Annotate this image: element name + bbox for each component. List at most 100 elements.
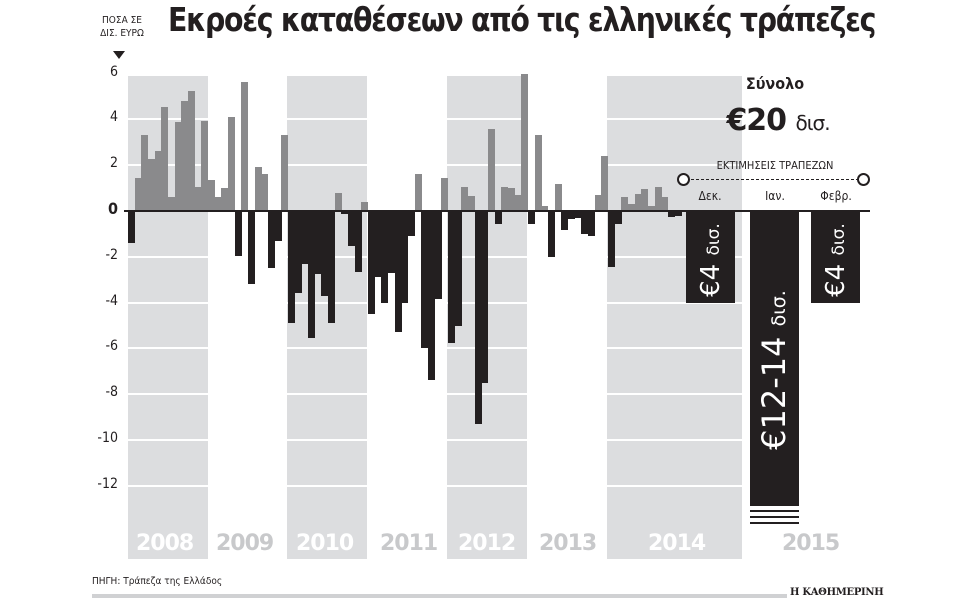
estimate-bar-dec: €4 δισ.: [686, 211, 735, 303]
bar-2011: [441, 177, 449, 211]
gridline: [128, 164, 742, 167]
brand-logo: Η ΚΑΘΗΜΕΡΙΝΗ: [790, 587, 884, 598]
bar-2009: [234, 211, 242, 256]
year-label-2008: 2008: [136, 531, 194, 556]
gridline: [128, 484, 742, 487]
bar-2009: [281, 135, 289, 211]
estimates-title: ΕΚΤΙΜΗΣΕΙΣ ΤΡΑΠΕΖΩΝ: [716, 159, 834, 172]
bar-2014: [634, 193, 642, 211]
bar-2009: [274, 211, 282, 241]
bar-2012: [501, 186, 509, 211]
estimate-bar-feb: €4 δισ.: [811, 211, 860, 303]
bar-2013: [588, 211, 595, 237]
bar-2014: [621, 197, 629, 211]
bar-2011: [421, 211, 429, 349]
bar-2008: [148, 159, 155, 211]
bar-2012: [468, 196, 475, 211]
bar-2013: [568, 211, 575, 219]
bar-2008: [128, 211, 135, 244]
bar-2009: [248, 211, 255, 285]
bar-2008: [161, 106, 169, 211]
bar-2010: [294, 211, 302, 294]
month-label-dec: Δεκ.: [698, 189, 722, 203]
bar-2013: [541, 206, 549, 211]
bar-2011: [388, 211, 395, 273]
total-value: €20 δισ.: [726, 103, 830, 138]
year-label-2012: 2012: [458, 531, 516, 556]
bar-2013: [581, 211, 589, 234]
bar-2008: [154, 151, 162, 211]
bar-2012: [508, 188, 515, 211]
bar-2013: [534, 135, 542, 211]
bar-2008: [188, 90, 195, 211]
range-stripe: [750, 522, 799, 524]
bar-2013: [574, 211, 582, 218]
bar-2012: [514, 194, 522, 211]
source-note: ΠΗΓΗ: Τράπεζα της Ελλάδος: [92, 576, 223, 587]
estimates-dashed-line: [686, 179, 864, 180]
bar-2011: [394, 211, 402, 333]
down-arrow-icon: [113, 51, 125, 59]
bar-2014: [661, 197, 669, 211]
y-tick-label: -10: [97, 430, 118, 446]
estimate-bar-jan: €12-14 δισ.: [750, 211, 799, 506]
y-tick-label: 4: [109, 109, 118, 126]
bar-2013: [561, 211, 569, 231]
bar-2010: [348, 211, 355, 247]
bar-2009: [214, 197, 222, 211]
y-tick-label: -4: [105, 292, 118, 309]
bar-2010: [328, 211, 335, 324]
bar-2008: [168, 197, 175, 211]
y-tick-label: -12: [97, 475, 118, 492]
bar-2009: [241, 81, 249, 211]
year-label-2010: 2010: [296, 531, 354, 556]
year-label-2015: 2015: [782, 531, 840, 556]
year-label-2011: 2011: [380, 531, 438, 556]
bar-2009: [261, 174, 269, 211]
bar-2013: [528, 211, 535, 224]
bar-2010: [354, 211, 362, 272]
range-stripe: [750, 510, 799, 512]
bar-2009: [254, 167, 262, 211]
bar-2012: [494, 211, 502, 224]
bar-2009: [208, 180, 215, 211]
month-label-jan: Ιαν.: [765, 189, 785, 203]
bar-2013: [548, 211, 555, 257]
bar-2011: [401, 211, 409, 303]
year-label-2014: 2014: [648, 531, 706, 556]
unit-label-line2: ΔΙΣ. ΕΥΡΩ: [100, 28, 144, 39]
y-tick-label: 0: [107, 199, 118, 218]
bar-2010: [301, 211, 309, 264]
bar-2012: [474, 211, 482, 424]
bar-2011: [374, 211, 382, 278]
gridline: [128, 393, 742, 396]
bar-2013: [554, 183, 562, 211]
y-tick-label: 6: [109, 63, 118, 80]
bar-2012: [488, 128, 495, 211]
bar-2012: [521, 73, 529, 211]
bar-2010: [314, 211, 322, 274]
bar-2009: [228, 117, 235, 211]
bar-2014: [608, 211, 615, 268]
bar-2009: [221, 188, 229, 211]
estimate-label-jan: €12-14 δισ.: [755, 290, 793, 450]
gridline: [128, 301, 742, 304]
bar-2011: [368, 211, 375, 315]
band-2010: [287, 76, 367, 559]
year-label-2009: 2009: [216, 531, 274, 556]
bar-2014: [641, 189, 649, 211]
bar-2010: [341, 211, 349, 215]
bar-2008: [141, 135, 149, 211]
bar-2011: [434, 211, 442, 300]
bar-2014: [628, 204, 635, 211]
y-tick-label: -6: [105, 338, 118, 355]
estimate-label-feb: €4 δισ.: [821, 223, 851, 297]
total-label: Σύνολο: [745, 74, 805, 93]
y-tick-label: -8: [105, 384, 118, 401]
month-label-feb: Φεβρ.: [820, 189, 852, 203]
bar-2012: [454, 211, 462, 326]
bar-2011: [408, 211, 415, 237]
bar-2012: [461, 186, 469, 211]
circle-marker-left-icon: [677, 173, 690, 186]
bar-2014: [654, 186, 662, 211]
